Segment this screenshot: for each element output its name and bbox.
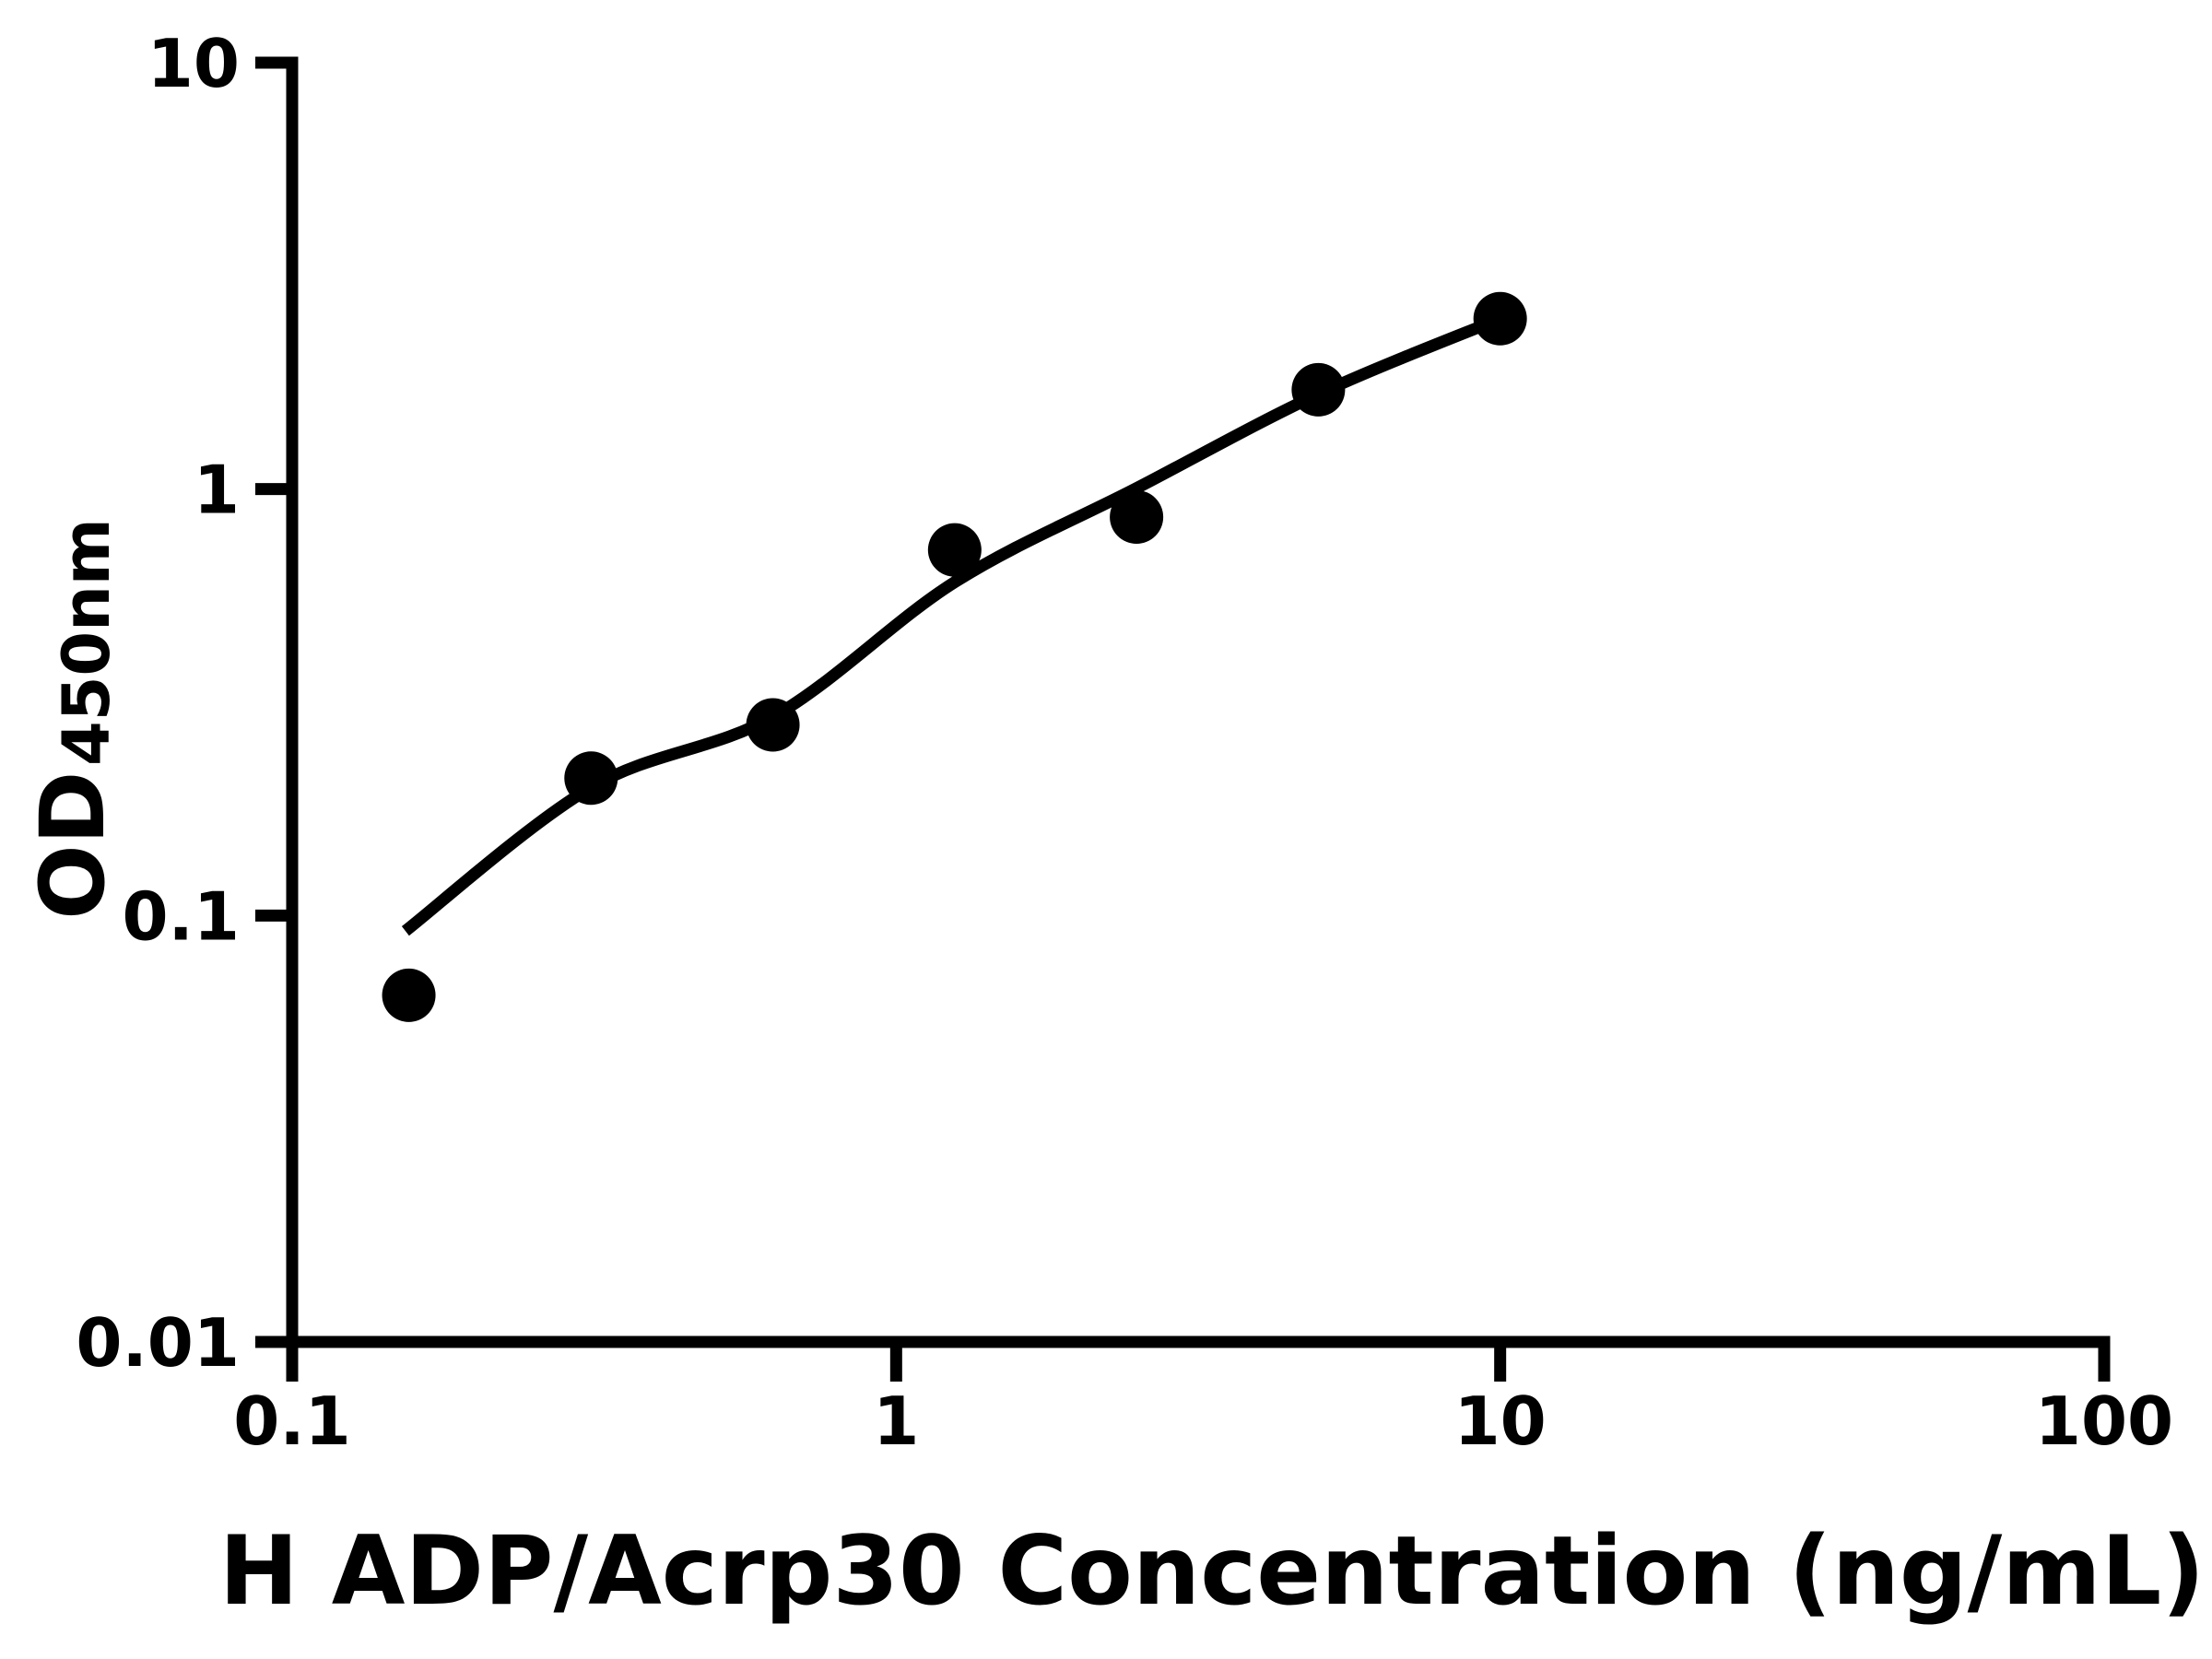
y-tick-label: 1 <box>194 452 240 529</box>
x-tick-label: 100 <box>2035 1382 2173 1460</box>
data-point <box>1291 362 1346 417</box>
fit-curve <box>401 312 1503 936</box>
data-point <box>382 968 436 1022</box>
x-tick-label: 10 <box>1454 1382 1547 1460</box>
x-tick-label: 1 <box>873 1382 919 1460</box>
x-axis-title: H ADP/Acrp30 Concentration (ng/mL) <box>219 1516 2206 1627</box>
y-axis-title-main: OD <box>21 771 124 920</box>
y-axis-title: OD 450nm <box>21 518 124 920</box>
y-tick-label: 0.01 <box>76 1304 240 1382</box>
y-axis-title-sub: 450nm <box>49 518 124 766</box>
data-point <box>1110 489 1164 544</box>
data-point <box>927 523 982 577</box>
data-points-group <box>382 291 1527 1022</box>
data-point <box>1473 291 1527 346</box>
y-tick-label: 10 <box>147 25 240 102</box>
x-tick-label: 0.1 <box>233 1382 351 1460</box>
fit-curve-group <box>401 312 1503 936</box>
data-point <box>746 698 800 752</box>
data-point <box>564 751 618 806</box>
y-tick-label: 0.1 <box>122 877 240 955</box>
